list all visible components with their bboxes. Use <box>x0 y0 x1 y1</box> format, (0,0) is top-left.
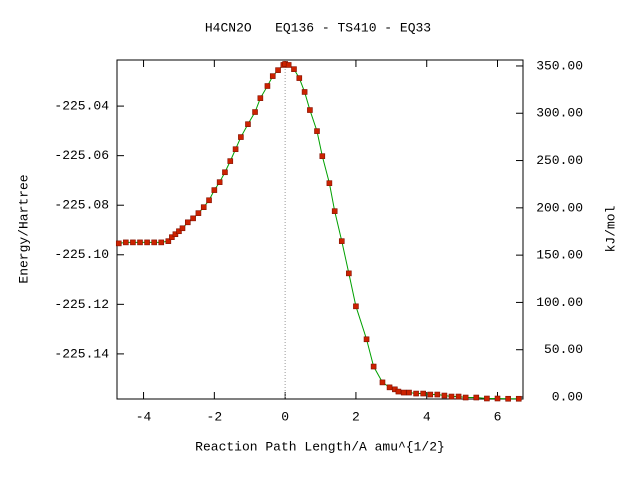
point <box>172 231 179 238</box>
point <box>296 75 303 81</box>
point <box>386 384 393 391</box>
point <box>331 208 338 214</box>
x-tick-label: 6 <box>494 409 502 424</box>
point <box>222 169 228 176</box>
point <box>400 389 407 396</box>
point <box>301 89 308 95</box>
point <box>395 388 402 395</box>
point <box>195 210 202 216</box>
y2-tick-label: 0.00 <box>552 389 583 404</box>
point <box>515 395 522 402</box>
point <box>462 394 469 401</box>
point <box>158 239 165 246</box>
x-tick-label: 0 <box>281 409 289 424</box>
point <box>285 62 292 68</box>
point <box>275 67 281 73</box>
x-tick-label: -4 <box>136 409 152 424</box>
point <box>346 270 352 277</box>
point <box>291 66 297 72</box>
point <box>314 128 320 134</box>
x-tick-label: 4 <box>423 409 431 424</box>
point <box>137 239 143 246</box>
point <box>363 336 370 343</box>
chart-title: H4CN2O EQ136 - TS410 - EQ33 <box>205 20 431 35</box>
y2-tick-label: 200.00 <box>536 200 583 215</box>
point <box>494 395 501 402</box>
point <box>379 379 386 386</box>
point <box>326 180 333 186</box>
point <box>473 394 480 401</box>
point <box>427 391 434 398</box>
point <box>264 83 271 89</box>
y2-tick-label: 50.00 <box>544 342 583 357</box>
point <box>257 95 264 101</box>
point <box>115 240 122 247</box>
point <box>406 389 412 396</box>
y-tick-label: -225.10 <box>54 247 109 262</box>
y-tick-label: -225.08 <box>54 198 109 213</box>
point <box>200 204 207 210</box>
point <box>353 303 359 310</box>
y2-tick-label: 100.00 <box>536 295 583 310</box>
point <box>441 392 448 399</box>
point <box>190 215 196 222</box>
plot-border <box>116 59 524 400</box>
x-tick-label: -2 <box>207 409 223 424</box>
point <box>151 239 157 246</box>
point <box>420 390 426 397</box>
y-tick-label: -225.12 <box>54 297 109 312</box>
point <box>232 146 239 153</box>
point <box>413 390 419 397</box>
y-tick-label: -225.14 <box>54 346 109 361</box>
point <box>211 187 218 193</box>
y2-tick-label: 150.00 <box>536 248 583 263</box>
point <box>484 395 490 402</box>
point <box>144 239 150 246</box>
point <box>123 239 129 246</box>
point <box>165 238 172 244</box>
y2-tick-label: 300.00 <box>536 106 583 121</box>
point <box>370 363 377 370</box>
point <box>505 395 511 402</box>
point <box>238 134 244 140</box>
point <box>307 107 313 113</box>
point <box>338 238 345 244</box>
point <box>169 234 175 240</box>
point <box>176 228 182 235</box>
x-axis-label: Reaction Path Length/A amu^{1/2} <box>195 439 445 454</box>
y2-tick-label: 250.00 <box>536 153 583 168</box>
point <box>434 391 441 398</box>
y-axis-label: Energy/Hartree <box>16 174 31 283</box>
y2-tick-label: 350.00 <box>536 58 583 73</box>
point <box>252 109 258 115</box>
point <box>179 225 186 232</box>
point <box>269 73 276 79</box>
point <box>455 393 462 400</box>
point <box>227 158 234 164</box>
point <box>206 197 212 204</box>
y2-axis-label: kJ/mol <box>603 205 618 252</box>
y-tick-label: -225.04 <box>54 99 109 114</box>
point <box>130 239 136 246</box>
y-tick-label: -225.06 <box>54 148 109 163</box>
point <box>245 121 251 127</box>
point <box>319 153 326 159</box>
x-tick-label: 2 <box>352 409 360 424</box>
point <box>184 219 191 226</box>
point <box>216 179 223 185</box>
point <box>448 393 455 400</box>
